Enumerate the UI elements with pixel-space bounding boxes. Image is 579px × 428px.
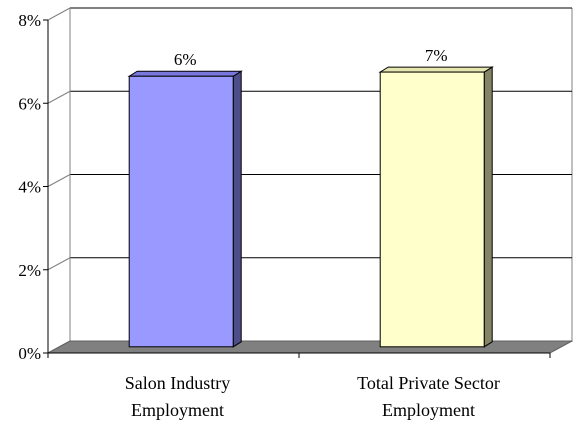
bar-side — [232, 70, 242, 348]
data-label: 6% — [174, 50, 197, 69]
bar-top — [378, 66, 494, 73]
chart-backplane — [47, 7, 573, 354]
x-tick-label: Salon Industry — [125, 373, 231, 393]
x-tick-label: Total Private Sector — [357, 373, 500, 393]
gridline-side — [47, 257, 71, 271]
y-tick-label: 0% — [18, 344, 41, 363]
bar — [379, 71, 485, 348]
y-tick-label: 2% — [18, 261, 41, 280]
y-tick-label: 8% — [18, 11, 41, 30]
chart-floor-plane — [47, 340, 573, 354]
bar-series — [127, 66, 494, 348]
x-tick-label: Employment — [382, 400, 475, 420]
bar — [128, 75, 234, 348]
y-tick-label: 6% — [18, 94, 41, 113]
gridline-side — [47, 90, 71, 104]
bar-top — [127, 70, 243, 77]
x-axis-labels: Salon Industry Employment Total Private Se… — [125, 373, 500, 420]
bar-side — [483, 66, 493, 348]
data-label: 7% — [425, 46, 448, 65]
data-labels: 6% 7% — [174, 46, 448, 69]
y-tick-label: 4% — [18, 178, 41, 197]
x-tick-label: Employment — [131, 400, 224, 420]
gridline-side — [47, 7, 71, 21]
y-axis: 0% 2% 4% 6% 8% — [18, 11, 551, 363]
chart-floor — [47, 340, 573, 354]
gridline-side — [47, 174, 71, 187]
